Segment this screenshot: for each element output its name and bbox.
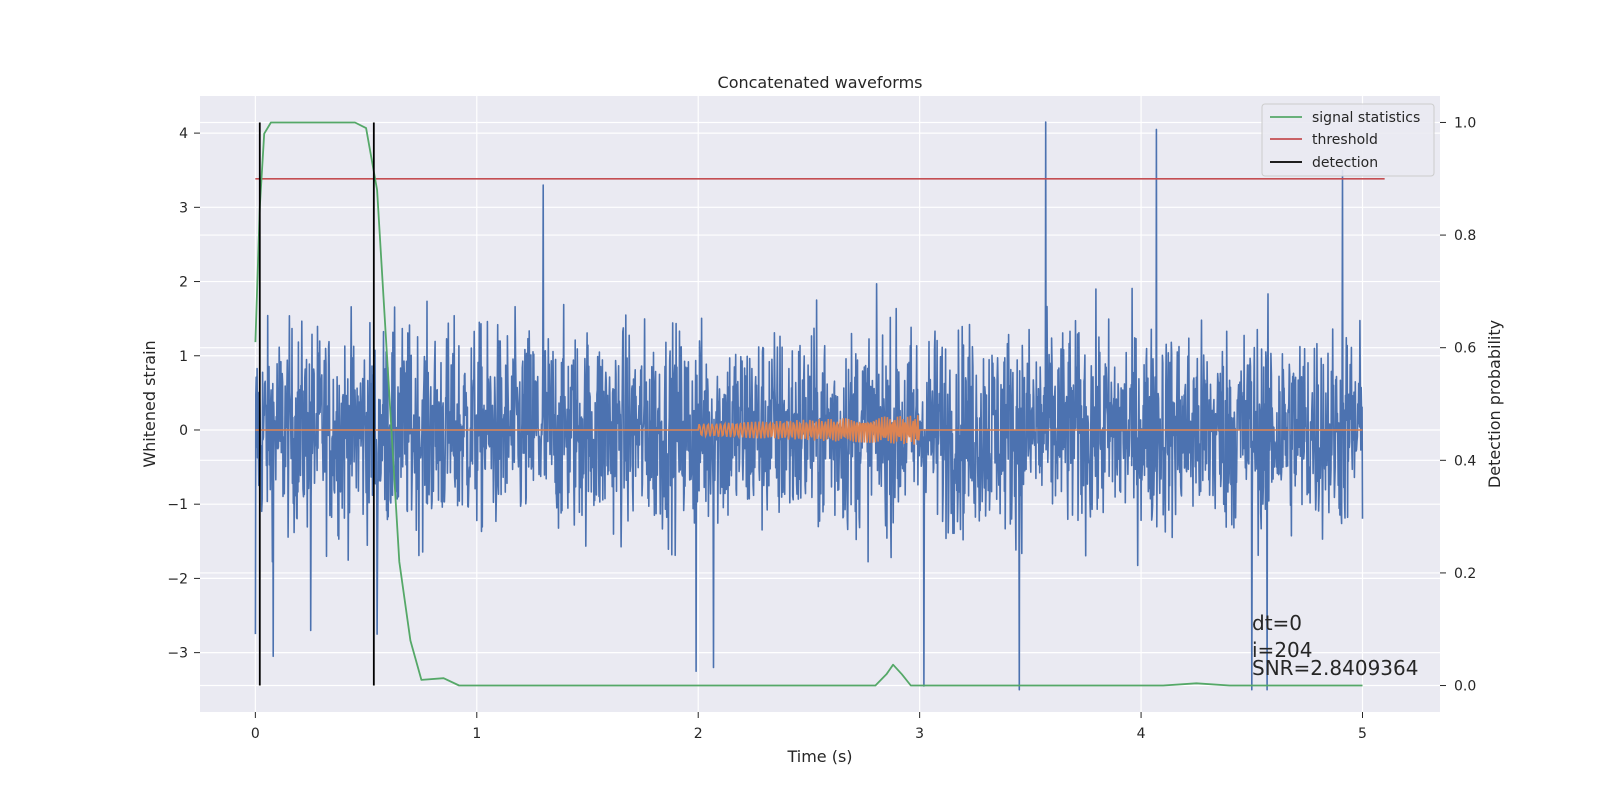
x-tick-label: 2: [694, 726, 703, 742]
legend-label-threshold: threshold: [1312, 132, 1378, 148]
legend-label-detection: detection: [1312, 155, 1378, 171]
x-tick-label: 3: [915, 726, 924, 742]
y2-tick-label: 0.6: [1454, 341, 1476, 357]
x-tick-label: 4: [1137, 726, 1146, 742]
y2-axis-label: Detection probability: [1485, 320, 1504, 488]
legend: signal statistics threshold detection: [1261, 103, 1435, 177]
annotation-dt: dt=0: [1252, 611, 1302, 635]
y-tick-label: 3: [179, 200, 188, 216]
annotation-index: i=204: [1252, 638, 1313, 662]
data-layer: [254, 121, 1385, 691]
y-tick-label: 4: [179, 126, 188, 142]
y2-tick-label: 1.0: [1454, 115, 1476, 131]
chart-title: Concatenated waveforms: [718, 73, 923, 92]
y2-tick-label: 0.2: [1454, 566, 1476, 582]
y-tick-label: −3: [167, 646, 188, 662]
x-axis-label: Time (s): [786, 747, 852, 766]
x-tick-label: 5: [1358, 726, 1367, 742]
y2-tick-label: 0.0: [1454, 679, 1476, 695]
series-injected-chirp: [255, 415, 1363, 445]
y2-tick-label: 0.4: [1454, 453, 1476, 469]
y-tick-label: −2: [167, 571, 188, 587]
series-signal-statistics: [254, 121, 1363, 687]
y-tick-label: 2: [179, 275, 188, 291]
x-tick-label: 0: [251, 726, 260, 742]
annotations: dt=0 i=204 SNR=2.8409364: [1252, 611, 1418, 680]
y-axis-label: Whitened strain: [140, 340, 159, 467]
legend-box: [1261, 103, 1435, 177]
y-tick-label: 1: [179, 349, 188, 365]
ticks: 0 1 2 3 4 5 −3 −2 −1 0 1 2 3 4 0.0 0.2 0.4 0.6 0.8 1.0: [167, 115, 1476, 742]
x-tick-label: 1: [472, 726, 481, 742]
y-tick-label: 0: [179, 423, 188, 439]
annotation-snr: SNR=2.8409364: [1252, 656, 1418, 680]
y-tick-label: −1: [167, 497, 188, 513]
y2-tick-label: 0.8: [1454, 228, 1476, 244]
legend-label-signal-statistics: signal statistics: [1312, 110, 1420, 126]
